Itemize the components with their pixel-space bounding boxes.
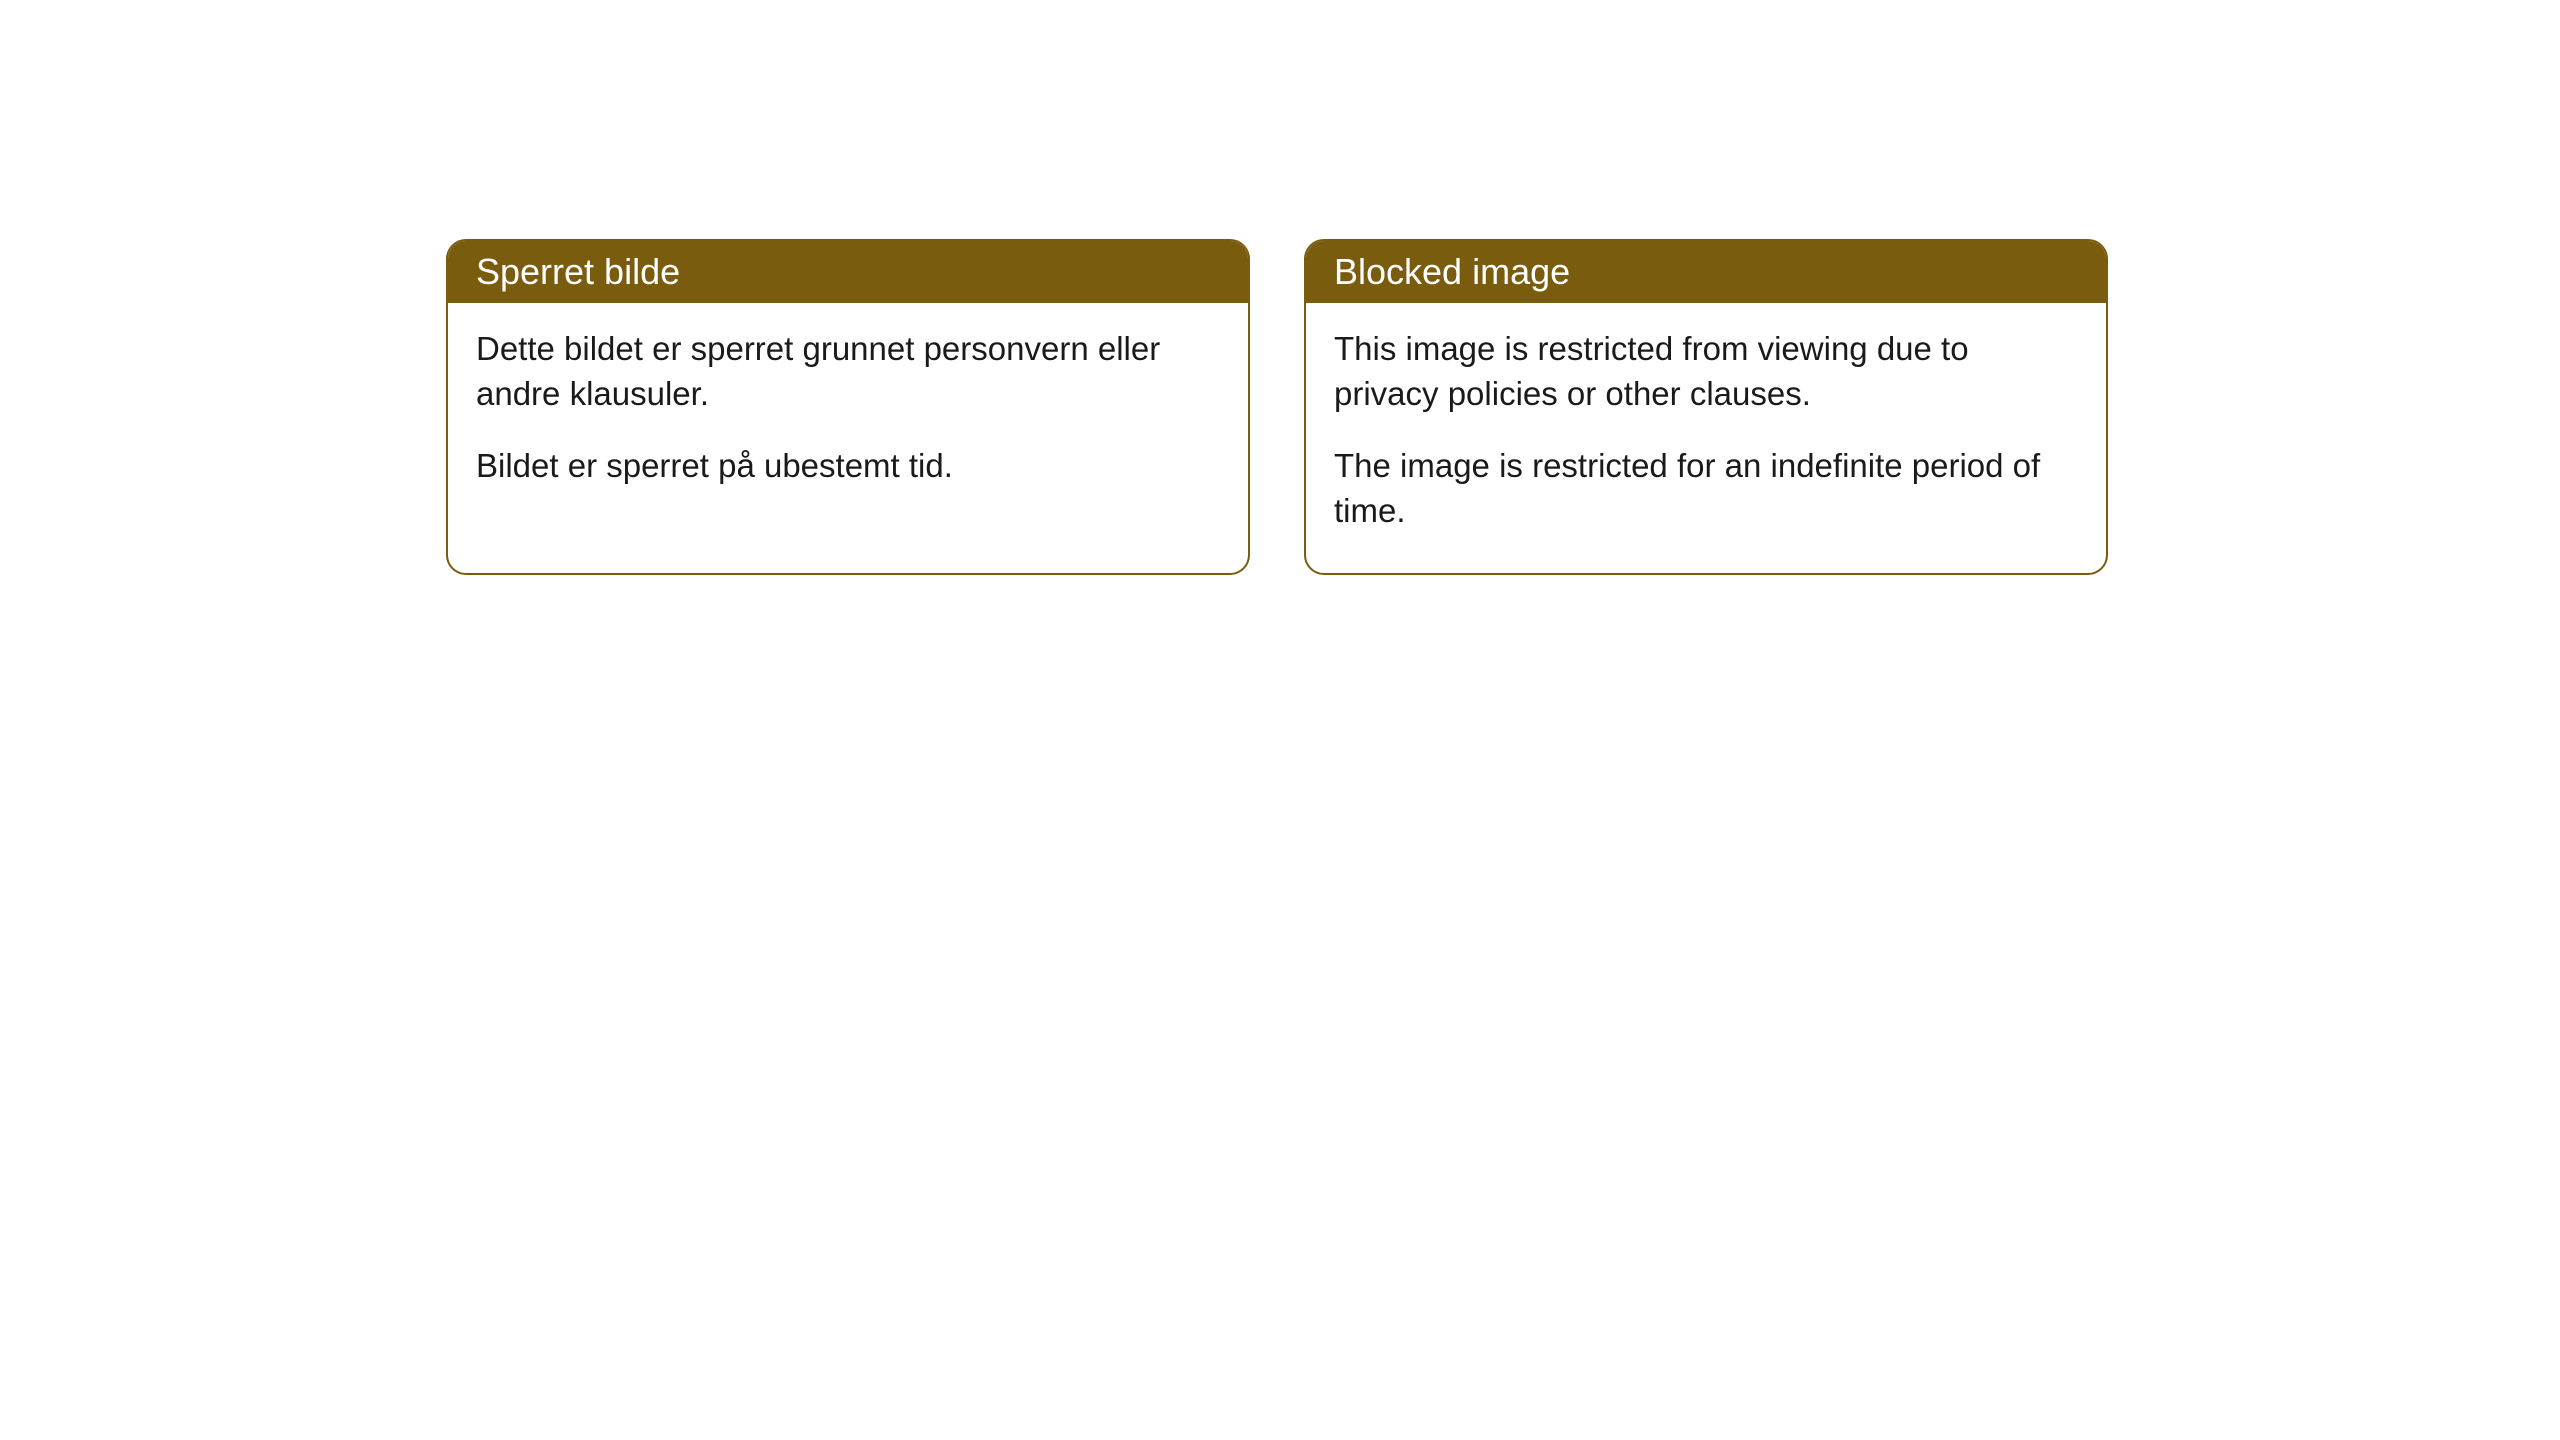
card-paragraph-en-1: This image is restricted from viewing du… bbox=[1334, 327, 2078, 416]
card-body-en: This image is restricted from viewing du… bbox=[1306, 303, 2106, 573]
card-paragraph-no-2: Bildet er sperret på ubestemt tid. bbox=[476, 444, 1220, 489]
blocked-image-card-no: Sperret bilde Dette bildet er sperret gr… bbox=[446, 239, 1250, 575]
card-paragraph-en-2: The image is restricted for an indefinit… bbox=[1334, 444, 2078, 533]
cards-container: Sperret bilde Dette bildet er sperret gr… bbox=[446, 239, 2108, 575]
card-paragraph-no-1: Dette bildet er sperret grunnet personve… bbox=[476, 327, 1220, 416]
card-body-no: Dette bildet er sperret grunnet personve… bbox=[448, 303, 1248, 529]
blocked-image-card-en: Blocked image This image is restricted f… bbox=[1304, 239, 2108, 575]
card-header-no: Sperret bilde bbox=[448, 241, 1248, 303]
card-header-en: Blocked image bbox=[1306, 241, 2106, 303]
